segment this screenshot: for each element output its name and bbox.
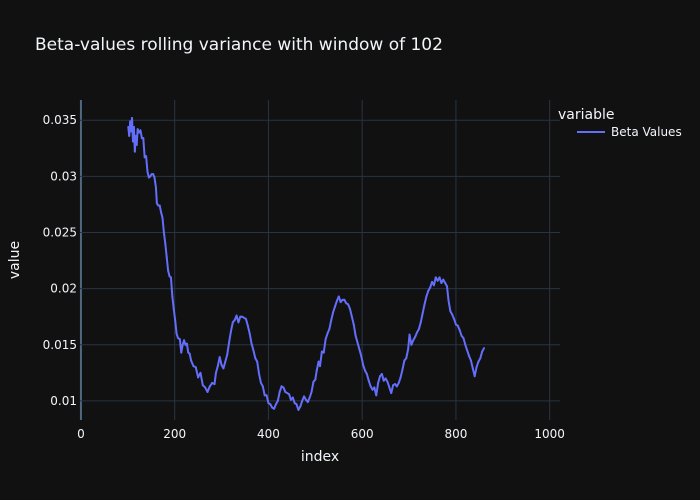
- line-segment-48: [190, 359, 195, 368]
- y-tick-label-4: 0.03: [50, 169, 77, 183]
- line-segment-28: [161, 216, 165, 234]
- line-segment-35: [171, 295, 175, 310]
- line-segment-79: [252, 349, 257, 360]
- line-segment-52: [199, 371, 204, 387]
- y-axis-label: value: [7, 241, 23, 279]
- line-segment-58: [213, 371, 217, 386]
- line-segment-115: [319, 350, 323, 368]
- line-segment-196: [469, 359, 474, 370]
- line-segment-23: [154, 186, 158, 205]
- line-segment-171: [423, 295, 428, 306]
- line-segment-41: [180, 343, 184, 354]
- line-segment-67: [229, 321, 234, 333]
- y-tick-label-1: 0.015: [43, 338, 77, 352]
- line-segment-161: [405, 348, 410, 360]
- x-tick-label-1000: 1000: [534, 427, 565, 441]
- line-segment-29: [162, 231, 167, 245]
- line-segment-192: [462, 337, 467, 346]
- line-segment-77: [248, 332, 253, 345]
- line-segment-184: [447, 298, 452, 313]
- line-segment-198: [473, 366, 478, 378]
- line-segment-9: [135, 128, 139, 146]
- x-axis-label: index: [301, 449, 339, 465]
- line-segment-121: [330, 311, 335, 322]
- line-segment-34: [169, 276, 174, 298]
- line-segment-135: [356, 341, 361, 351]
- line-segment-146: [377, 375, 381, 384]
- line-segment-140: [365, 372, 370, 382]
- line-segment-145: [375, 381, 380, 397]
- line-segment-45: [185, 342, 190, 354]
- y-tick-label-0: 0.01: [50, 394, 77, 408]
- line-segment-117: [322, 338, 327, 354]
- line-segment-134: [354, 334, 359, 344]
- line-segment-169: [419, 312, 424, 324]
- x-tick-label-200: 200: [163, 427, 186, 441]
- line-segment-65: [226, 341, 231, 356]
- line-segment-82: [258, 372, 262, 384]
- line-segment-16: [145, 155, 149, 173]
- y-tick-label-5: 0.035: [43, 113, 77, 127]
- x-tick-label-800: 800: [444, 427, 467, 441]
- line-segment-66: [228, 330, 232, 344]
- legend[interactable]: variable Beta Values: [558, 107, 682, 139]
- line-segment-76: [246, 324, 251, 335]
- x-tick-label-400: 400: [257, 427, 280, 441]
- series-layer: [127, 116, 486, 411]
- line-segment-75: [244, 317, 249, 327]
- grid-lines: [79, 100, 560, 420]
- line-segment-133: [352, 323, 357, 337]
- x-tick-labels: 0 200 400 600 800 1000: [77, 427, 565, 441]
- line-segment-26: [158, 204, 163, 214]
- line-segment-136: [358, 348, 363, 357]
- line-segment-158: [399, 368, 404, 379]
- y-tick-label-2: 0.02: [50, 282, 77, 296]
- line-segment-84: [261, 385, 266, 397]
- line-segment-47: [188, 352, 193, 362]
- line-segment-78: [250, 342, 255, 352]
- line-segment-59: [214, 365, 219, 374]
- line-segment-22: [153, 176, 157, 189]
- y-tick-labels: 0.01 0.015 0.02 0.025 0.03 0.035: [43, 113, 77, 408]
- line-segment-120: [328, 319, 333, 331]
- legend-label-beta-values[interactable]: Beta Values: [611, 125, 682, 139]
- y-tick-label-3: 0.025: [43, 225, 77, 239]
- line-segment-183: [446, 285, 450, 301]
- line-segment-137: [360, 355, 365, 366]
- line-segment-30: [164, 242, 168, 259]
- line-segment-170: [421, 303, 426, 315]
- line-segment-131: [349, 307, 353, 318]
- line-segment-37: [174, 319, 178, 335]
- line-segment-61: [218, 356, 223, 366]
- line-segment-202: [481, 347, 486, 353]
- x-tick-label-0: 0: [77, 427, 85, 441]
- line-segment-159: [401, 359, 406, 371]
- legend-title: variable: [558, 107, 614, 123]
- line-segment-132: [350, 315, 355, 326]
- line-segment-153: [390, 384, 395, 395]
- series-beta-values: [127, 116, 486, 411]
- line-segment-12: [139, 129, 143, 140]
- line-segment-86: [265, 394, 270, 405]
- line-segment-64: [224, 353, 229, 363]
- line-segment-36: [172, 307, 177, 322]
- line-segment-55: [206, 385, 211, 393]
- line-segment-201: [479, 350, 484, 360]
- line-segment-31: [165, 256, 170, 272]
- line-segment-110: [310, 380, 315, 393]
- chart-title: Beta-values rolling variance with window…: [35, 35, 443, 55]
- line-segment-14: [142, 137, 146, 159]
- line-segment-81: [256, 360, 261, 375]
- line-segment-92: [276, 390, 281, 402]
- line-segment-168: [417, 321, 422, 331]
- line-segment-50: [194, 366, 200, 379]
- x-tick-label-600: 600: [351, 427, 374, 441]
- line-segment-63: [222, 360, 227, 370]
- line-segment-112: [314, 369, 318, 381]
